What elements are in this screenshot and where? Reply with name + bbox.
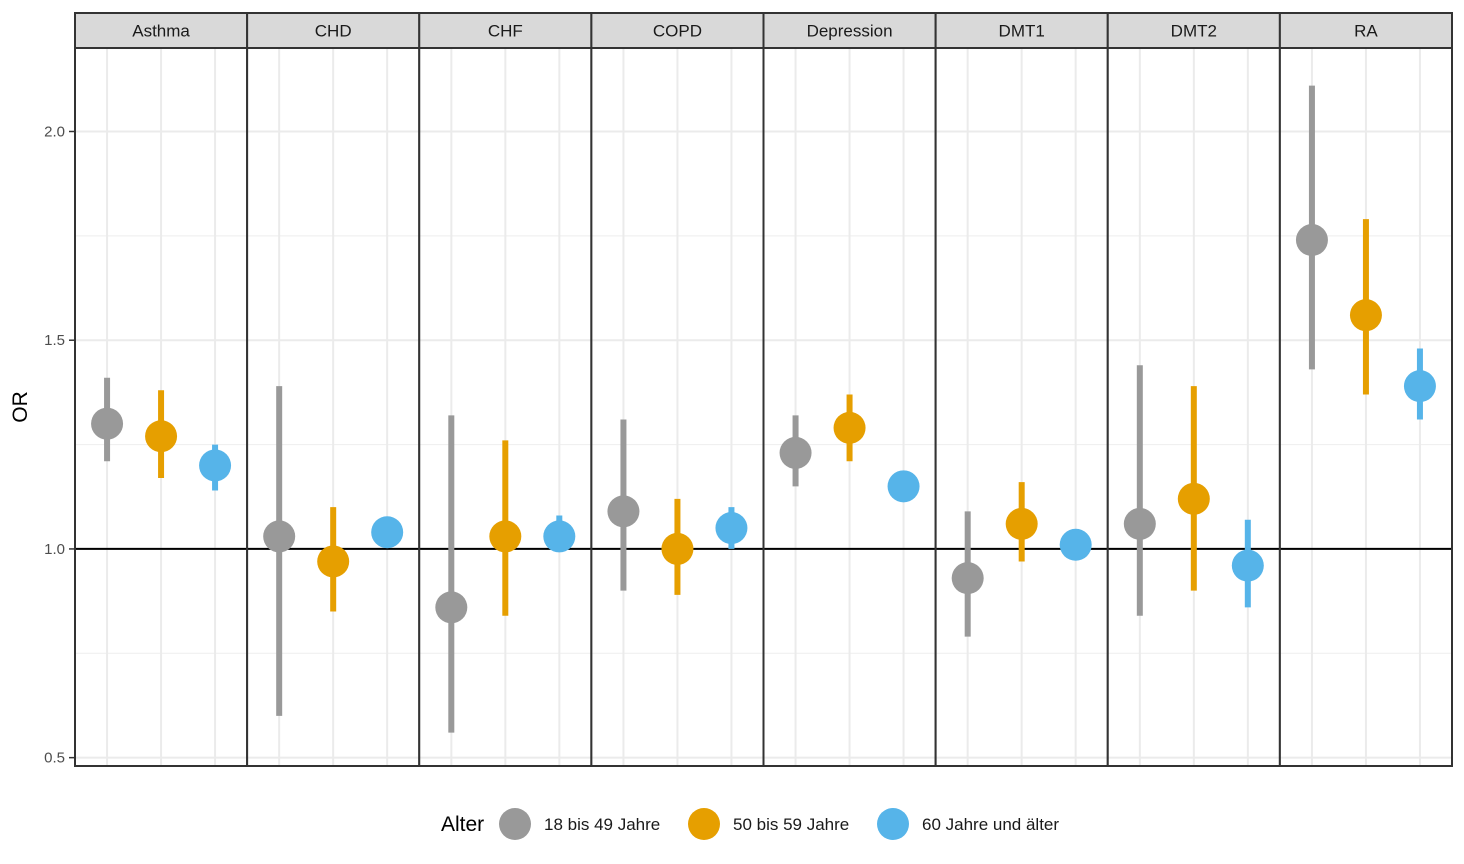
strip-ra — [1278, 12, 1453, 49]
legend-title: Alter — [441, 813, 484, 836]
legend-key-s0 — [499, 808, 531, 840]
or-point-ra-s1 — [1349, 299, 1382, 332]
legend-label-s2: 60 Jahre und älter — [922, 815, 1059, 834]
or-point-chf-s1 — [489, 520, 522, 553]
or-point-depression-s2 — [887, 470, 920, 503]
strip-dmt2 — [1106, 12, 1281, 49]
or-point-dmt2-s0 — [1123, 507, 1156, 540]
strip-depression — [762, 12, 937, 49]
or-point-chd-s2 — [371, 516, 404, 549]
or-point-dmt1-s2 — [1059, 528, 1092, 561]
or-point-ra-s2 — [1403, 370, 1436, 403]
strip-chd — [246, 12, 421, 49]
strip-dmt1 — [934, 12, 1109, 49]
y-tick-label: 2.0 — [44, 123, 65, 140]
legend-key-s2 — [877, 808, 909, 840]
or-point-chd-s1 — [317, 545, 350, 578]
strip-label-asthma: Asthma — [132, 22, 190, 41]
strip-label-chf: CHF — [488, 22, 523, 41]
strip-label-copd: COPD — [653, 22, 702, 41]
strip-label-depression: Depression — [807, 22, 893, 41]
or-point-depression-s1 — [833, 411, 866, 444]
y-tick-label: 1.5 — [44, 332, 65, 349]
y-axis-title: OR — [9, 391, 32, 423]
strip-label-dmt1: DMT1 — [999, 22, 1045, 41]
or-point-asthma-s1 — [145, 420, 178, 453]
strip-label-chd: CHD — [315, 22, 352, 41]
or-point-dmt2-s1 — [1177, 482, 1210, 515]
or-point-copd-s1 — [661, 532, 694, 565]
or-point-asthma-s0 — [91, 407, 124, 440]
legend-label-s0: 18 bis 49 Jahre — [544, 815, 660, 834]
or-point-ra-s0 — [1295, 224, 1328, 257]
or-point-dmt1-s1 — [1005, 507, 1038, 540]
or-point-depression-s0 — [779, 436, 812, 469]
or-point-dmt2-s2 — [1231, 549, 1264, 582]
legend-label-s1: 50 bis 59 Jahre — [733, 815, 849, 834]
or-point-copd-s0 — [607, 495, 640, 528]
legend-key-s1 — [688, 808, 720, 840]
strip-chf — [418, 12, 593, 49]
or-point-dmt1-s0 — [951, 562, 984, 595]
or-point-chd-s0 — [263, 520, 296, 553]
y-tick-label: 0.5 — [44, 750, 65, 767]
or-point-chf-s2 — [543, 520, 576, 553]
or-point-copd-s2 — [715, 512, 748, 545]
y-tick-label: 1.0 — [44, 541, 65, 558]
or-point-chf-s0 — [435, 591, 468, 624]
strip-label-ra: RA — [1354, 22, 1378, 41]
strip-label-dmt2: DMT2 — [1171, 22, 1217, 41]
or-point-asthma-s2 — [199, 449, 232, 482]
